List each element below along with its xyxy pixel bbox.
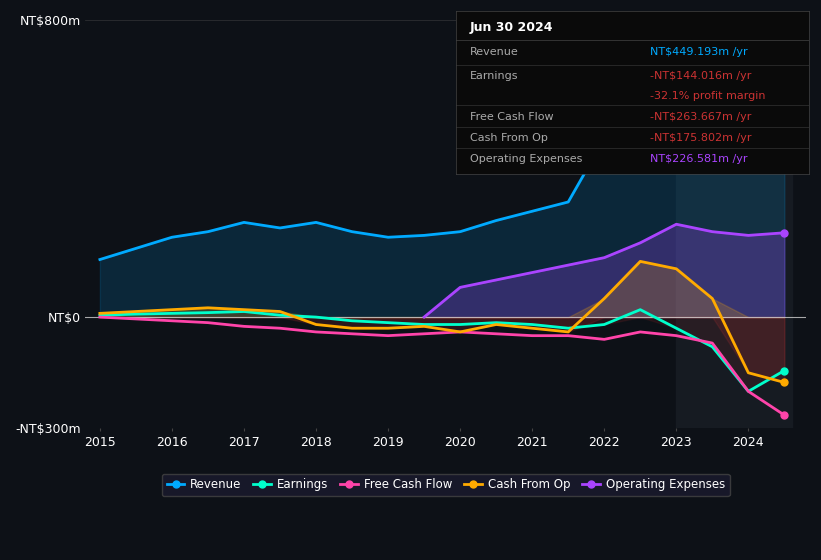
Text: -NT$175.802m /yr: -NT$175.802m /yr [650, 133, 751, 143]
Text: NT$226.581m /yr: NT$226.581m /yr [650, 154, 747, 164]
Text: Free Cash Flow: Free Cash Flow [470, 112, 553, 122]
Text: Operating Expenses: Operating Expenses [470, 154, 582, 164]
Text: -NT$263.667m /yr: -NT$263.667m /yr [650, 112, 751, 122]
Text: -NT$144.016m /yr: -NT$144.016m /yr [650, 71, 751, 81]
Legend: Revenue, Earnings, Free Cash Flow, Cash From Op, Operating Expenses: Revenue, Earnings, Free Cash Flow, Cash … [162, 474, 730, 496]
Bar [677, 20, 791, 428]
Text: Earnings: Earnings [470, 71, 518, 81]
Text: Revenue: Revenue [470, 47, 519, 57]
Text: NT$449.193m /yr: NT$449.193m /yr [650, 47, 747, 57]
Text: Cash From Op: Cash From Op [470, 133, 548, 143]
Text: -32.1% profit margin: -32.1% profit margin [650, 91, 765, 101]
Text: Jun 30 2024: Jun 30 2024 [470, 21, 553, 34]
